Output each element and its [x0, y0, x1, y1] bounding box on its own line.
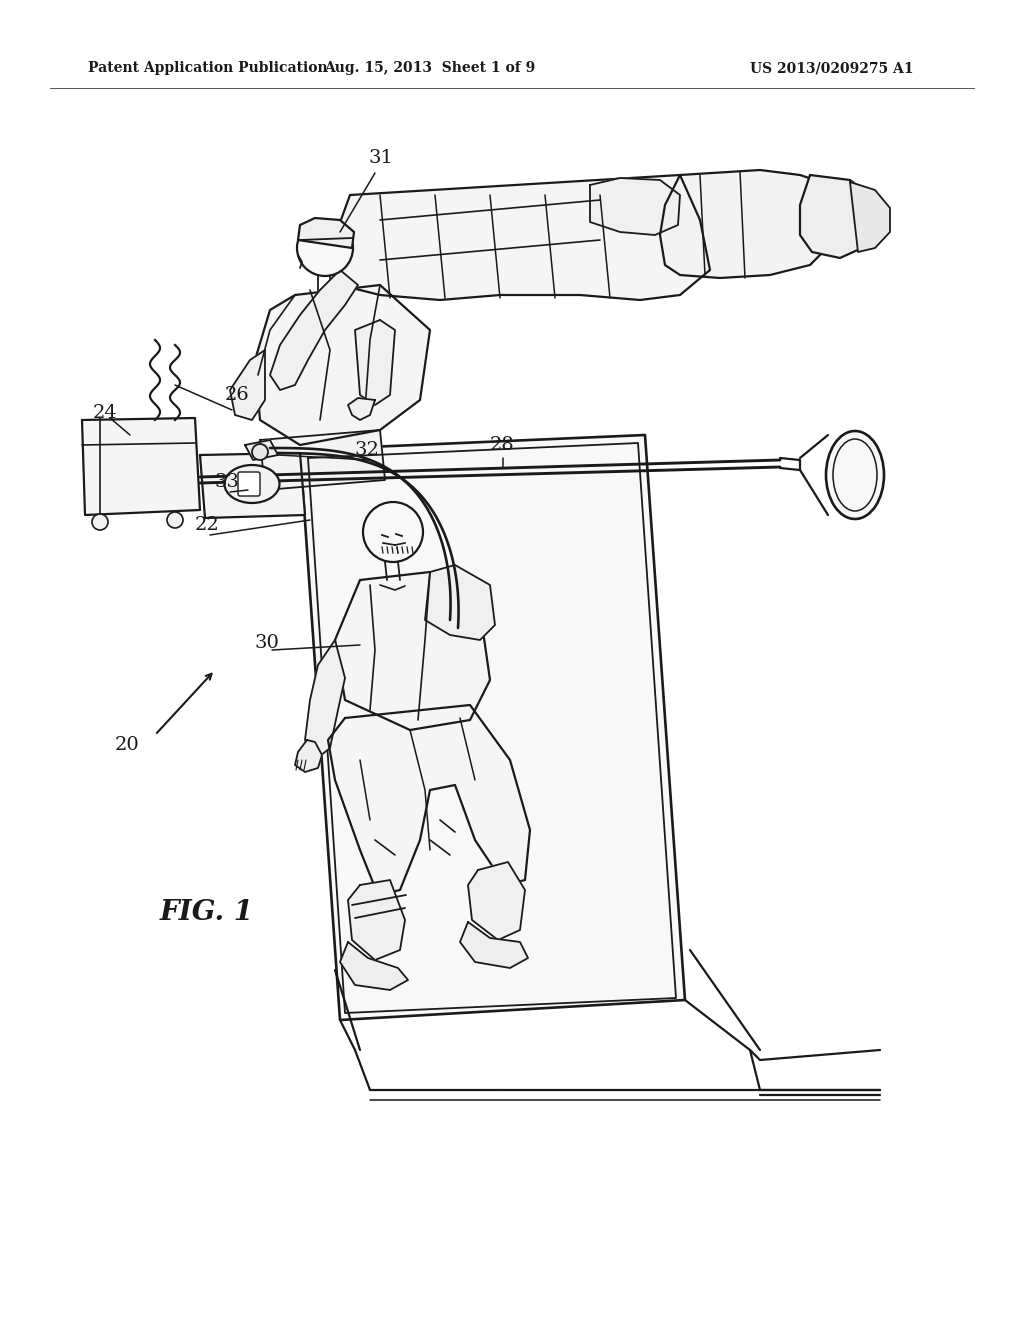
Text: 31: 31	[368, 149, 393, 168]
Text: 24: 24	[93, 404, 118, 422]
Circle shape	[362, 502, 423, 562]
Polygon shape	[460, 921, 528, 968]
Ellipse shape	[826, 432, 884, 519]
Circle shape	[252, 444, 268, 459]
Polygon shape	[82, 418, 200, 515]
Polygon shape	[355, 319, 395, 405]
FancyBboxPatch shape	[238, 473, 260, 496]
Polygon shape	[328, 705, 530, 895]
Text: 30: 30	[255, 634, 280, 652]
Circle shape	[297, 220, 353, 276]
Text: 28: 28	[490, 436, 515, 454]
Polygon shape	[660, 170, 840, 279]
Text: 32: 32	[355, 441, 380, 459]
Polygon shape	[255, 285, 430, 445]
Polygon shape	[590, 178, 680, 235]
Polygon shape	[245, 440, 278, 459]
Polygon shape	[340, 942, 408, 990]
Polygon shape	[260, 430, 385, 490]
Polygon shape	[305, 640, 345, 760]
Polygon shape	[298, 218, 354, 248]
Polygon shape	[335, 572, 490, 730]
Polygon shape	[348, 399, 375, 420]
Text: US 2013/0209275 A1: US 2013/0209275 A1	[750, 61, 913, 75]
Text: Patent Application Publication: Patent Application Publication	[88, 61, 328, 75]
Text: 22: 22	[195, 516, 220, 535]
Text: 33: 33	[215, 473, 240, 491]
Polygon shape	[800, 176, 874, 257]
Polygon shape	[468, 862, 525, 940]
Polygon shape	[270, 271, 358, 389]
Text: Aug. 15, 2013  Sheet 1 of 9: Aug. 15, 2013 Sheet 1 of 9	[325, 61, 536, 75]
Polygon shape	[850, 182, 890, 252]
Polygon shape	[425, 565, 495, 640]
Polygon shape	[295, 741, 322, 772]
Text: 26: 26	[225, 385, 250, 404]
Text: FIG. 1: FIG. 1	[160, 899, 254, 927]
Polygon shape	[348, 880, 406, 960]
Text: 20: 20	[115, 737, 139, 754]
Ellipse shape	[224, 465, 280, 503]
Polygon shape	[330, 176, 710, 300]
Polygon shape	[230, 350, 265, 420]
Circle shape	[92, 513, 108, 531]
Circle shape	[167, 512, 183, 528]
Polygon shape	[300, 436, 685, 1020]
Polygon shape	[200, 453, 305, 517]
